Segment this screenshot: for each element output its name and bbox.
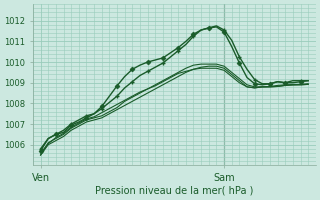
X-axis label: Pression niveau de la mer( hPa ): Pression niveau de la mer( hPa ) (95, 186, 253, 196)
